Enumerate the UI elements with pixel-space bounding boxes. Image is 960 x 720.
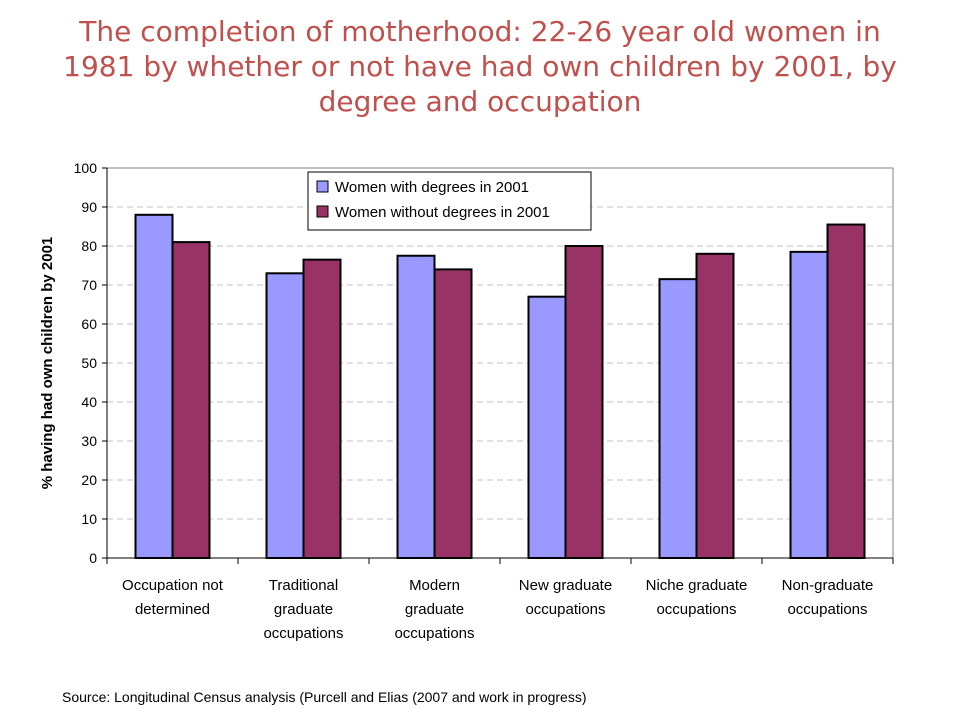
x-tick-label: Niche graduate occupations — [646, 577, 748, 618]
bar — [658, 278, 698, 559]
source-note: Source: Longitudinal Census analysis (Pu… — [62, 689, 587, 705]
x-tick-label: Traditional graduate occupations — [263, 577, 343, 642]
y-tick-label: 50 — [81, 355, 97, 371]
legend-swatch — [316, 205, 329, 218]
bar — [826, 223, 866, 560]
bar — [171, 241, 211, 559]
y-tick-label: 70 — [81, 277, 97, 293]
legend-swatch — [316, 180, 329, 193]
x-tick-label-line: occupations — [394, 625, 474, 642]
slide-title: The completion of motherhood: 22-26 year… — [63, 15, 897, 118]
axis-labels: 0 10 20 30 40 50 60 70 80 90 100 % having had own c… — [39, 160, 873, 642]
y-axis-title: % having had own children by 2001 — [39, 237, 56, 490]
legend-box — [307, 171, 592, 231]
y-tick-label: 90 — [81, 199, 97, 215]
y-tick-label: 20 — [81, 472, 97, 488]
bar — [564, 245, 604, 559]
x-tick-label-line: occupations — [263, 625, 343, 642]
bar — [527, 295, 567, 559]
bar — [134, 213, 174, 560]
bar-chart: 0 10 20 30 40 50 60 70 80 90 100 % having had own c… — [39, 160, 894, 642]
x-tick-label-line: occupations — [787, 601, 867, 618]
x-tick-label-line: New graduate — [519, 577, 612, 594]
bar — [302, 258, 342, 559]
legend-label: Women with degrees in 2001 — [335, 179, 529, 196]
bar — [433, 268, 473, 559]
x-tick-label-line: Non-graduate — [782, 577, 874, 594]
y-tick-label: 60 — [81, 316, 97, 332]
bar — [396, 254, 436, 559]
axes — [102, 167, 894, 564]
x-tick-label-line: graduate — [274, 601, 333, 618]
x-tick-label-line: graduate — [405, 601, 464, 618]
bars — [134, 213, 866, 560]
gridlines — [106, 167, 894, 559]
x-tick-label: Occupation not determined — [122, 577, 224, 618]
x-tick-label-line: Niche graduate — [646, 577, 748, 594]
y-tick-label: 0 — [89, 550, 97, 566]
y-tick-label: 80 — [81, 238, 97, 254]
y-tick-label: 30 — [81, 433, 97, 449]
x-tick-label: New graduate occupations — [519, 577, 612, 618]
y-tick-label: 100 — [74, 160, 98, 176]
legend: Women with degrees in 2001 Women without … — [307, 171, 592, 231]
x-tick-label: Modern graduate occupations — [394, 577, 474, 642]
x-tick-label-line: determined — [135, 601, 210, 618]
x-tick-label-line: Traditional — [269, 577, 338, 594]
y-tick-label: 10 — [81, 511, 97, 527]
x-tick-label-line: occupations — [656, 601, 736, 618]
x-tick-label-line: Occupation not — [122, 577, 224, 594]
bar — [789, 250, 829, 559]
y-tick-label: 40 — [81, 394, 97, 410]
bar — [265, 272, 305, 559]
legend-label: Women without degrees in 2001 — [335, 204, 550, 221]
x-tick-label-line: Modern — [409, 577, 460, 594]
x-tick-label: Non-graduate occupations — [782, 577, 874, 618]
bar — [695, 252, 735, 560]
x-tick-label-line: occupations — [525, 601, 605, 618]
